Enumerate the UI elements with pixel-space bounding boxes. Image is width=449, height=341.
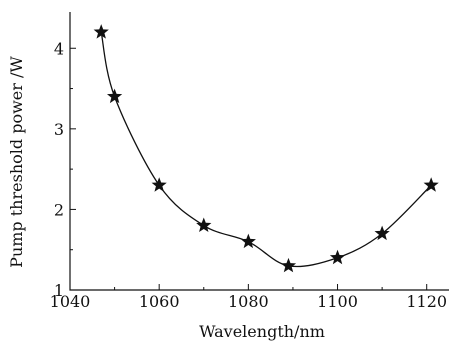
- plot-area: [93, 24, 439, 273]
- y-axis-ticks: 1 2 3 4: [54, 39, 76, 300]
- data-point-star: [240, 233, 256, 249]
- y-tick-label: 2: [54, 200, 64, 219]
- x-axis-ticks: 1040 1060 1080 1100 1120: [50, 284, 447, 311]
- data-point-star: [106, 88, 123, 104]
- x-axis-label: Wavelength/nm: [199, 322, 325, 341]
- y-tick-label: 4: [54, 39, 64, 58]
- data-point-star: [280, 257, 297, 273]
- data-point-star: [93, 24, 109, 39]
- data-point-star: [151, 177, 167, 192]
- y-tick-label: 1: [54, 281, 64, 300]
- data-point-star: [374, 225, 390, 241]
- x-tick-label: 1040: [50, 292, 91, 311]
- y-axis-label: Pump threshold power /W: [7, 56, 26, 268]
- x-tick-label: 1100: [317, 292, 358, 311]
- x-tick-label: 1080: [228, 292, 269, 311]
- x-tick-label: 1060: [139, 292, 180, 311]
- x-tick-label: 1120: [406, 292, 447, 311]
- data-point-star: [196, 217, 212, 233]
- data-point-star: [423, 177, 439, 192]
- y-tick-label: 3: [54, 120, 64, 139]
- data-point-star: [329, 249, 346, 265]
